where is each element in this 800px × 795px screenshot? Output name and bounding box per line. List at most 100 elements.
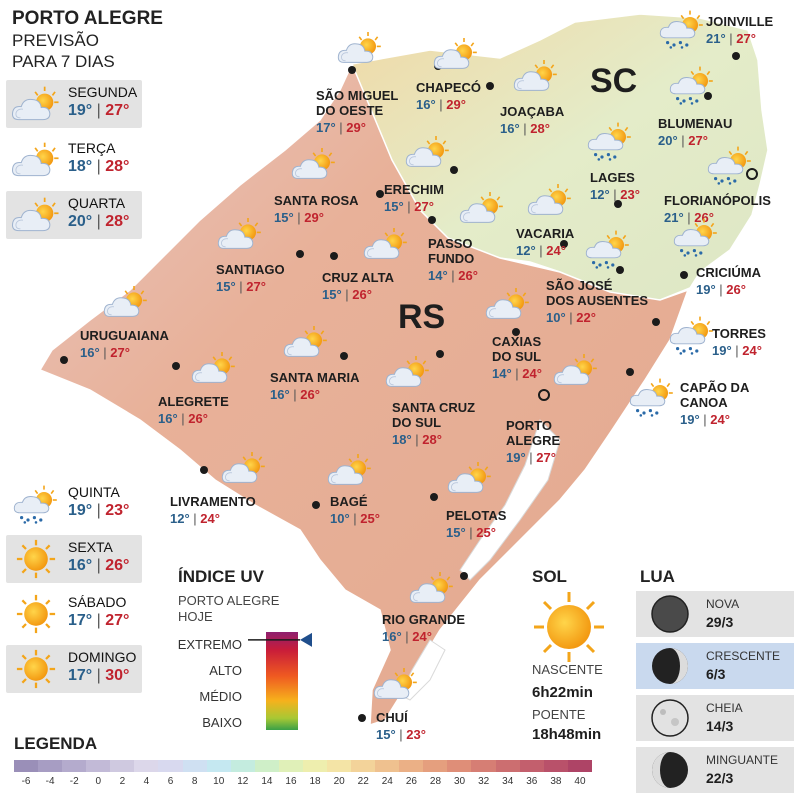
sun-icon [10,649,62,694]
city-label: SÃO MIGUEL DO OESTE 17° | 29° [316,88,398,135]
city-max-temp: 28° [530,121,550,136]
scale-segment [351,760,376,772]
city-name: CHUÍ [376,710,408,725]
city-max-temp: 26° [726,282,746,297]
city-temps: 15° | 27° [384,199,444,214]
city-min-temp: 19° [712,343,732,358]
temp-separator: | [99,345,111,360]
city-name: LIVRAMENTO [170,494,256,509]
sunrise-time: 6h22min [532,684,593,701]
temp-separator: | [92,667,106,684]
city-marker [450,166,458,174]
moon-phase-name: CHEIA [706,701,743,715]
city-max-temp: 27° [110,345,130,360]
city-name: SANTA MARIA [270,370,360,385]
city-name: JOAÇABA [500,104,565,119]
city-label: LAGES 12° | 23° [590,170,640,202]
uv-level-baixo: BAIXO [202,715,242,730]
city-max-temp: 27° [246,279,266,294]
city-min-temp: 14° [492,366,512,381]
city-marker [312,501,320,509]
city-max-temp: 25° [360,511,380,526]
waxing-moon-icon [650,646,690,691]
city-label: CAXIAS DO SUL 14° | 24° [492,334,542,381]
city-marker [296,250,304,258]
partly-cloudy-icon [290,146,338,187]
city-min-temp: 15° [376,727,396,742]
sun-cloud-rain-icon [668,314,716,361]
day-forecast-3: QUINTA 19° | 23° [6,480,142,528]
title-city: PORTO ALEGRE [12,8,163,29]
partly-cloudy-icon [372,666,420,707]
city-name: PELOTAS [446,508,507,523]
city-label: BAGÉ 10° | 25° [330,494,380,526]
city-temps: 19° | 27° [506,450,560,465]
city-name: ERECHIM [384,182,444,197]
city-marker [348,66,356,74]
temp-separator: | [289,387,301,402]
day-max-temp: 28° [105,158,130,175]
day-forecast-6: DOMINGO 17° | 30° [6,645,142,693]
city-name-line1: SÃO JOSÉ [546,278,613,293]
city-temps: 16° | 26° [270,387,360,402]
day-min-temp: 17° [68,612,93,629]
city-max-temp: 24° [412,629,432,644]
city-marker [340,352,348,360]
city-max-temp: 24° [742,343,762,358]
title-block: PORTO ALEGRE PREVISÃO PARA 7 DIAS [12,8,163,72]
city-label: TORRES 19° | 24° [712,326,766,358]
scale-segment [543,760,568,772]
city-min-temp: 12° [590,187,610,202]
city-temps: 19° | 24° [680,412,749,427]
temp-separator: | [92,158,106,175]
city-marker [732,52,740,60]
temp-separator: | [92,502,106,519]
sun-icon [534,592,604,662]
city-marker [512,328,520,336]
partly-cloudy-icon [362,226,410,267]
temp-separator: | [293,210,305,225]
temp-separator: | [435,97,447,112]
city-temps: 18° | 28° [392,432,475,447]
partly-cloudy-icon [384,354,432,395]
scale-tick-label: -4 [45,776,55,787]
day-max-temp: 27° [105,102,130,119]
city-name-line2: DO SUL [492,349,542,364]
moon-phase-3: MINGUANTE 22/3 [636,747,794,793]
title-forecast: PREVISÃO [12,31,99,50]
city-marker [330,252,338,260]
scale-tick-label: 24 [381,776,393,787]
scale-tick-label: 36 [526,776,538,787]
city-temps: 20° | 27° [658,133,732,148]
sun-cloud-rain-icon [706,144,754,191]
scale-segment [447,760,472,772]
city-temps: 15° | 23° [376,727,426,742]
city-max-temp: 26° [188,411,208,426]
day-temps: 19° | 23° [68,502,129,520]
moon-phase-date: 14/3 [706,718,734,734]
city-temps: 21° | 27° [706,31,773,46]
scale-tick-label: 6 [167,776,174,787]
city-label: BLUMENAU 20° | 27° [658,116,732,148]
city-name-line2: DO SUL [392,415,442,430]
partly-cloudy-icon [458,190,506,231]
city-temps: 17° | 29° [316,120,398,135]
temp-separator: | [715,282,727,297]
sun-cloud-rain-icon [668,64,716,111]
city-label: FLORIANÓPOLIS 21° | 26° [664,193,771,225]
day-min-temp: 20° [68,213,93,230]
day-temps: 19° | 27° [68,102,129,120]
temp-separator: | [189,511,201,526]
city-max-temp: 29° [346,120,366,135]
scale-tick-label: 30 [453,776,466,787]
city-name: SANTIAGO [216,262,285,277]
rs-state-shape [38,62,690,727]
partly-cloudy-icon [190,350,238,391]
city-temps: 16° | 26° [158,411,229,426]
city-min-temp: 10° [546,310,566,325]
city-temps: 10° | 22° [546,310,648,325]
sun-cloud-rain-icon [672,216,720,263]
scale-segment [495,760,520,772]
scale-segment [423,760,448,772]
sun-cloud-rain-icon [10,484,62,529]
